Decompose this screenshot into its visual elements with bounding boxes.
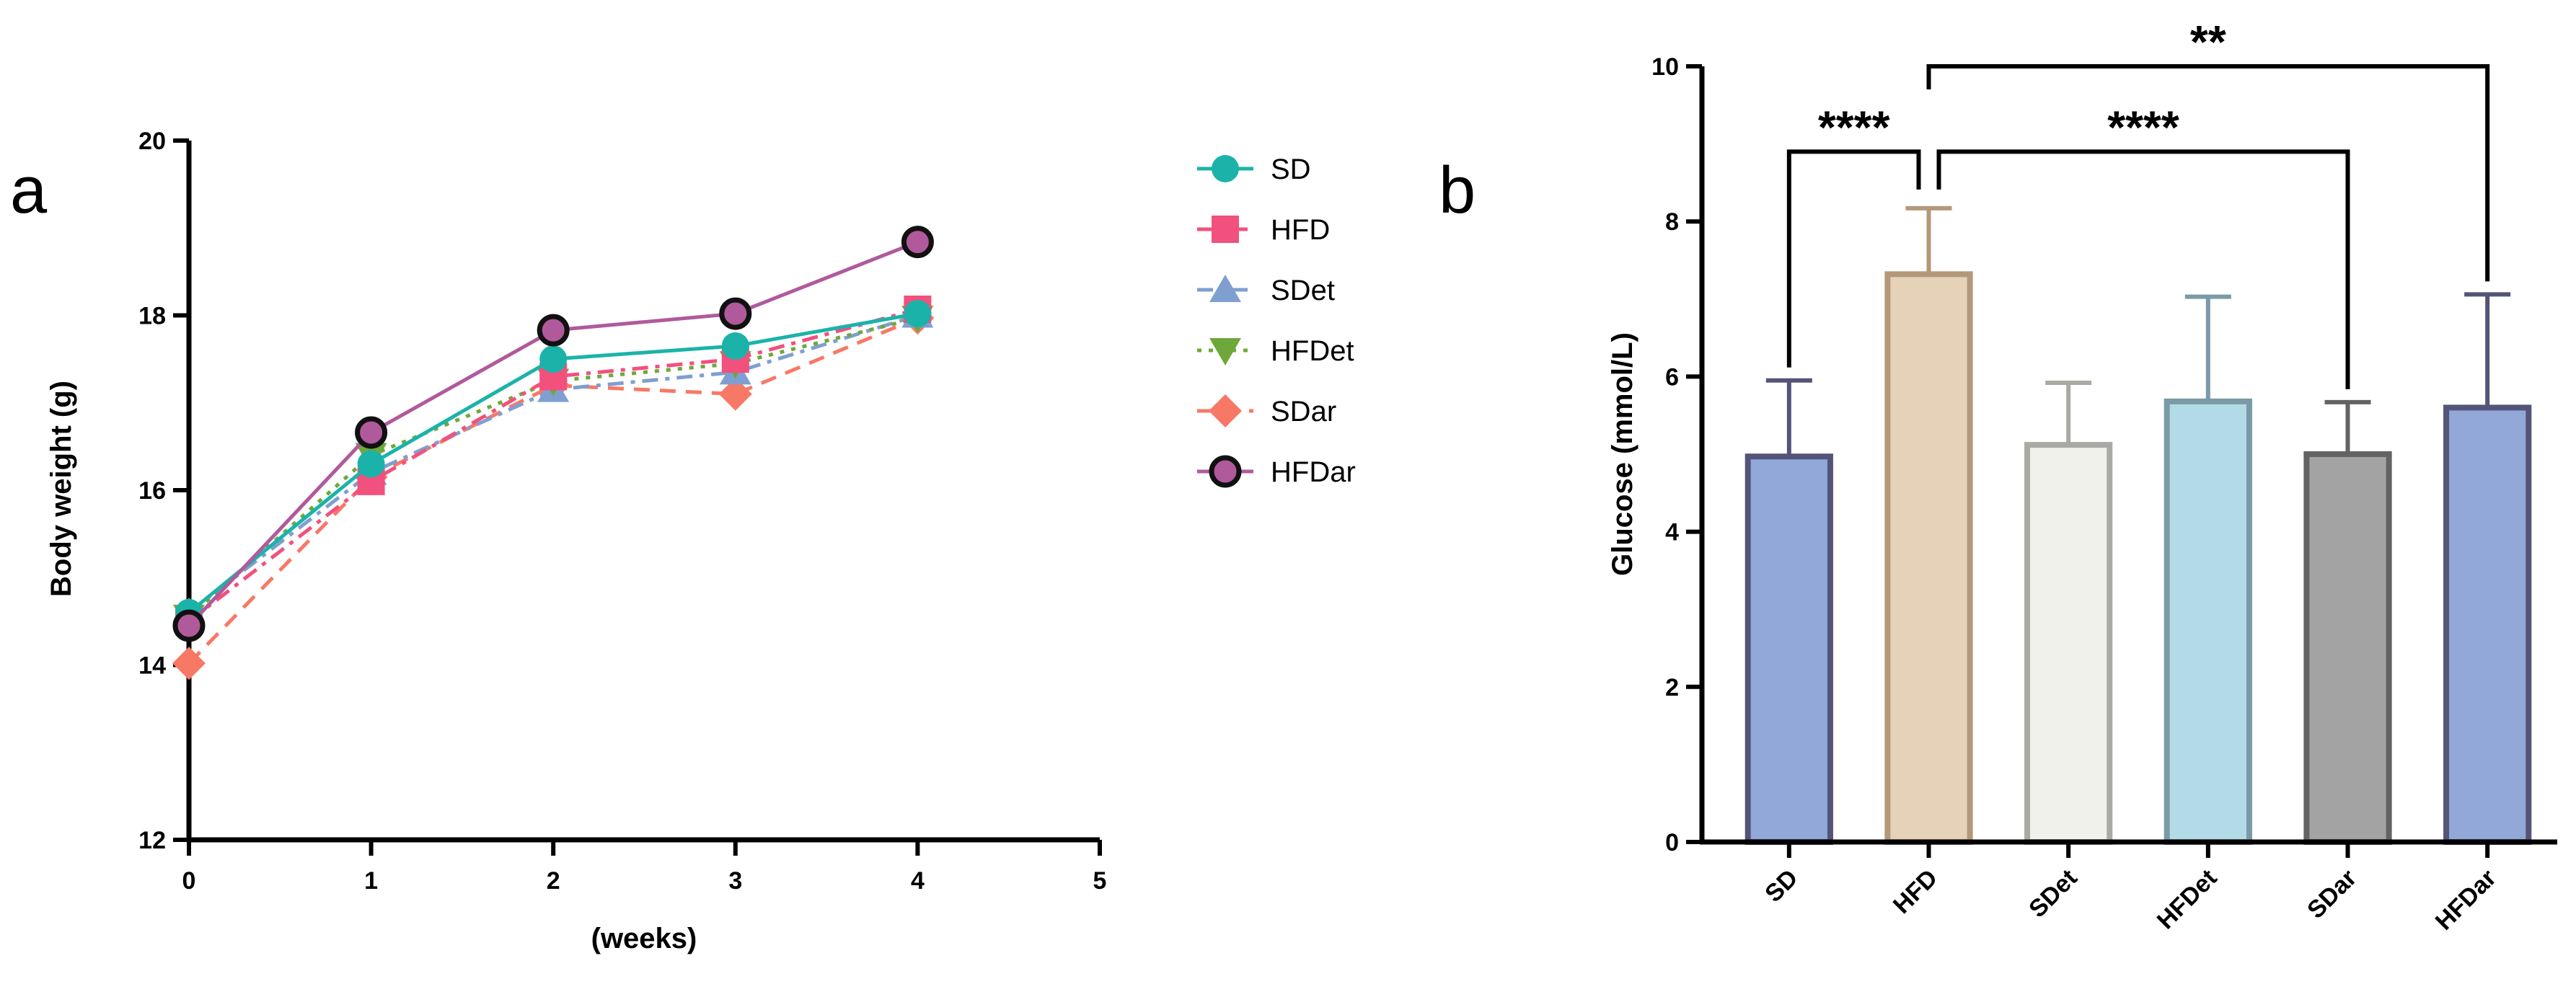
significance-label: **** <box>2107 101 2179 153</box>
series-sdar-point <box>718 377 752 411</box>
significance-hfd-hfdar: ** <box>1926 16 2490 282</box>
legend-item-sd: SD <box>1197 154 1311 185</box>
legend-sd-label: SD <box>1271 154 1311 185</box>
panel-b-x-tick-label-hfdar: HFDar <box>2430 864 2502 936</box>
panel-b-x-tick-label-hfdet: HFDet <box>2152 864 2223 935</box>
legend-sdet-marker <box>1209 275 1241 302</box>
bar-sdet <box>2024 442 2113 845</box>
series-sdar-line <box>188 316 919 665</box>
panel-a-x-axis-title: (weeks) <box>591 923 697 954</box>
series-hfdar-point <box>537 314 570 347</box>
panel-b-y-tick-label: 0 <box>1665 829 1679 856</box>
bar-group-sd <box>1744 378 1833 845</box>
panel-b-y-axis-title: Glucose (mmol/L) <box>1607 332 1638 576</box>
panel-a-y-tick-label: 16 <box>138 477 166 505</box>
significance-bracket <box>1936 149 2350 389</box>
significance-hfd-sdar: **** <box>1936 101 2350 389</box>
legend-item-hfdet: HFDet <box>1197 335 1354 367</box>
legend-hfdar-label: HFDar <box>1271 456 1356 488</box>
panel-a-x-tick-label: 1 <box>364 867 378 895</box>
bar-group-hfd <box>1884 205 1973 846</box>
bar-group-hfdar <box>2443 292 2532 845</box>
series-sd-point <box>721 332 749 360</box>
panel-a-x-tick-label: 3 <box>728 867 742 895</box>
significance-bracket <box>1926 64 2490 282</box>
panel-a-label: a <box>10 154 48 227</box>
panel-b-y-tick-label: 4 <box>1665 519 1679 546</box>
legend-sd-marker <box>1212 155 1239 182</box>
panel-b-bars-group <box>1744 205 2532 846</box>
panel-b-y-tick-label: 8 <box>1665 208 1679 236</box>
panel-b-bar-chart: b Glucose (mmol/L) 0 2 4 6 8 10 SD HFD SDet HFDet… <box>1439 16 2557 936</box>
legend-hfdet-marker <box>1209 338 1241 365</box>
legend-sdet-label: SDet <box>1271 275 1335 306</box>
bar-sd <box>1744 453 1833 845</box>
panel-b-significance-group: **** ****** <box>1786 16 2490 389</box>
panel-a-legend: SD HFD SDet HFDet SDar HFDar <box>1197 154 1356 488</box>
panel-b-x-tick-label-sdar: SDar <box>2302 864 2362 924</box>
legend-item-sdar: SDar <box>1197 394 1336 427</box>
panel-a-x-tick-label: 0 <box>182 867 196 895</box>
panel-b-x-tick-label-sdet: SDet <box>2024 864 2083 923</box>
bar-group-sdet <box>2024 381 2113 845</box>
panel-a-x-tick-label: 4 <box>911 867 925 895</box>
series-hfdar-point <box>719 297 752 330</box>
series-hfdar-line <box>188 240 919 627</box>
series-sdar-point <box>172 647 206 681</box>
significance-label: **** <box>1818 101 1890 153</box>
panel-a-y-axis-title: Body weight (g) <box>45 381 77 597</box>
legend-item-hfd: HFD <box>1197 214 1330 246</box>
panel-a-y-tick-label: 12 <box>138 827 166 854</box>
panel-a-series-group <box>172 226 935 681</box>
legend-hfdet-label: HFDet <box>1271 335 1354 367</box>
series-sd <box>175 300 932 626</box>
panel-a-y-tick-label: 18 <box>138 303 166 330</box>
bar-hfdet <box>2163 398 2252 845</box>
panel-b-y-tick-label: 10 <box>1651 53 1679 81</box>
panel-b-label: b <box>1439 154 1476 227</box>
legend-sdar-label: SDar <box>1271 396 1336 427</box>
bar-group-hfdet <box>2163 294 2252 845</box>
legend-hfdar-marker <box>1209 455 1242 488</box>
panel-b-y-tick-label: 2 <box>1665 674 1679 701</box>
panel-a-x-tick-label: 5 <box>1093 867 1107 895</box>
panel-b-y-tick-label: 6 <box>1665 363 1679 391</box>
legend-sdar-marker <box>1209 394 1242 427</box>
legend-hfd-label: HFD <box>1271 214 1330 246</box>
series-hfdar <box>172 226 934 642</box>
panel-a-y-tick-label: 14 <box>138 652 166 680</box>
series-hfdar-point <box>355 416 388 449</box>
bar-hfd <box>1884 271 1973 846</box>
series-sd-point <box>539 345 568 373</box>
panel-b-x-tick-label-hfd: HFD <box>1888 864 1943 919</box>
panel-a-y-tick-label: 20 <box>138 128 166 155</box>
legend-hfd-marker <box>1212 216 1239 243</box>
series-sd-point <box>904 300 932 328</box>
panel-a-x-tick-label: 2 <box>547 867 560 895</box>
legend-item-sdet: SDet <box>1197 275 1335 306</box>
series-hfdar-point <box>901 226 934 259</box>
legend-item-hfdar: HFDar <box>1197 455 1356 488</box>
significance-sd-hfd: **** <box>1786 101 1921 368</box>
significance-label: ** <box>2190 16 2226 68</box>
panel-b-x-tick-label-sd: SD <box>1760 864 1803 908</box>
series-sd-point <box>357 450 385 478</box>
bar-sdar <box>2303 451 2392 845</box>
bar-hfdar <box>2443 404 2532 845</box>
series-hfdar-point <box>172 609 206 642</box>
significance-bracket <box>1786 149 1921 368</box>
bar-group-sdar <box>2303 399 2392 845</box>
